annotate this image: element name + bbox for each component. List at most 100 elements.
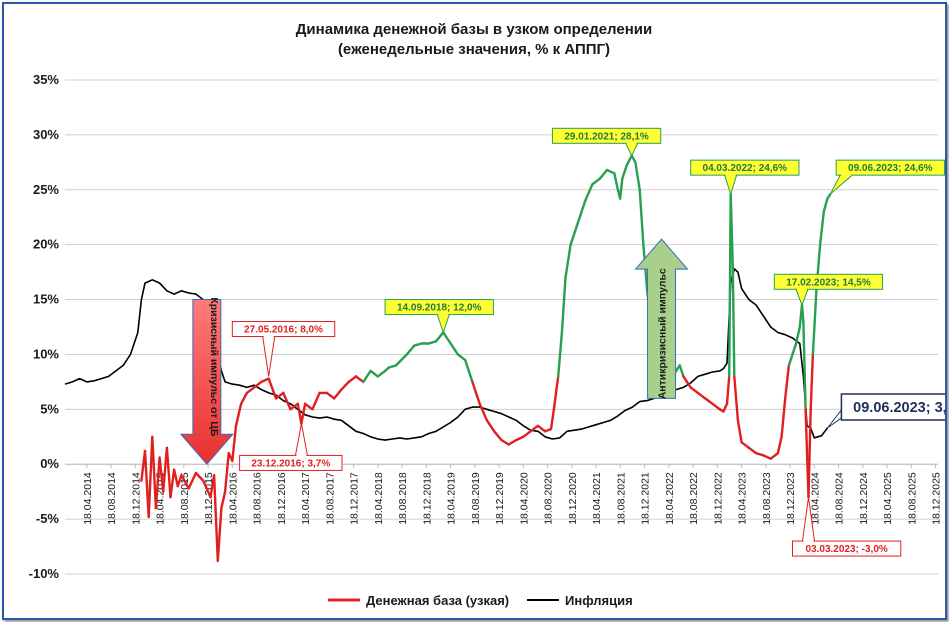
line-chart: Динамика денежной базы в узком определен… <box>29 21 945 608</box>
x-tick-label: 18.08.2017 <box>324 472 336 525</box>
money-base-segment <box>747 446 758 455</box>
money-base-segment <box>529 424 540 433</box>
x-tick-label: 18.08.2022 <box>688 472 700 525</box>
x-tick-label: 18.04.2024 <box>809 472 821 525</box>
money-base-segment <box>711 402 721 411</box>
x-tick-label: 18.04.2014 <box>82 472 94 525</box>
money-base-segment <box>560 276 567 334</box>
callout-pointer <box>624 142 639 157</box>
callout-label-a3: 14.09.2018; 12,0% <box>397 303 482 314</box>
money-base-segment <box>289 402 299 411</box>
callout-label-a8: 03.03.2023; -3,0% <box>806 544 888 555</box>
money-base-segment <box>729 192 734 268</box>
money-base-segment <box>613 172 620 192</box>
money-base-segment <box>762 454 772 460</box>
money-base-segment <box>557 331 564 378</box>
money-base-segment <box>618 177 624 200</box>
money-base-segment <box>552 375 560 411</box>
callout-box <box>690 159 800 176</box>
money-base-segment <box>252 380 263 389</box>
money-base-segment <box>267 377 278 400</box>
x-tick-label: 18.12.2023 <box>785 472 797 525</box>
money-base-segment <box>147 435 154 519</box>
money-base-segment <box>780 397 787 438</box>
money-base-segment <box>274 391 285 400</box>
money-base-segment <box>704 397 714 405</box>
money-base-segment <box>449 342 460 356</box>
annotation-layer: 27.05.2016; 8,0% 23.12.2016; 3,7% 14.09.20… <box>231 127 945 557</box>
money-base-segment <box>564 243 572 279</box>
money-base-segment <box>725 375 731 405</box>
x-tick-label: 18.12.2021 <box>640 472 652 525</box>
x-tick-label: 18.12.2014 <box>130 472 142 525</box>
callout-box <box>835 159 945 176</box>
money-base-segment <box>176 474 183 488</box>
y-axis: 35% 30% 25% 20% 15% 10% 5% 0% -5% -10% <box>29 72 60 581</box>
x-tick-label: 18.08.2024 <box>834 472 846 525</box>
money-base-segment <box>733 375 740 422</box>
callout-box <box>551 127 662 144</box>
legend-label-money-base: Денежная база (узкая) <box>366 593 509 608</box>
money-base-segment <box>369 369 379 378</box>
x-tick-label: 18.12.2020 <box>567 472 579 525</box>
money-base-segment <box>493 430 503 442</box>
money-base-segment <box>151 435 158 510</box>
inflation-callout-box <box>840 393 945 421</box>
money-base-segment <box>514 435 525 442</box>
money-base-segment <box>471 380 478 395</box>
money-base-segment <box>638 188 645 246</box>
y-tick-label: 25% <box>33 182 59 197</box>
money-base-segment <box>231 424 238 463</box>
x-tick-label: 18.12.2025 <box>931 472 943 525</box>
callout-label-a4: 29.01.2021; 28,1% <box>564 131 649 142</box>
y-tick-label: 20% <box>33 237 59 252</box>
money-base-segment <box>809 353 815 411</box>
money-base-segment <box>478 402 489 422</box>
callout-pointer <box>829 174 854 195</box>
inflation-callout-label: 09.06.2023; 3,3% <box>853 400 945 416</box>
x-tick-label: 18.08.2016 <box>252 472 264 525</box>
callout-label-a7: 17.02.2023; 14,5% <box>786 277 871 288</box>
money-base-segment <box>769 452 780 460</box>
money-base-segment <box>260 377 270 384</box>
money-base-segment <box>303 402 314 411</box>
callout-box <box>239 454 343 471</box>
money-base-segment <box>754 452 765 457</box>
money-base-segment <box>536 424 547 433</box>
x-tick-label: 18.12.2018 <box>421 472 433 525</box>
callout-label-a5: 04.03.2022; 24,6% <box>703 163 788 174</box>
money-base-segment <box>791 342 798 356</box>
y-tick-label: 30% <box>33 127 59 142</box>
x-tick-label: 18.04.2020 <box>518 472 530 525</box>
money-base-segment <box>605 168 616 175</box>
y-tick-label: 35% <box>33 72 59 87</box>
money-base-segment <box>522 430 532 438</box>
money-base-segment <box>696 391 707 400</box>
legend: Денежная база (узкая) Инфляция <box>328 593 633 608</box>
x-tick-label: 18.08.2018 <box>397 472 409 525</box>
money-base-segment <box>387 364 398 369</box>
money-base-segment <box>245 386 256 395</box>
money-base-segment <box>689 386 700 395</box>
money-base-segment <box>776 435 783 455</box>
money-base-segment <box>154 456 161 510</box>
money-base-segment <box>634 161 641 192</box>
callout-box <box>792 540 902 557</box>
x-tick-label: 18.08.2021 <box>615 472 627 525</box>
money-base-segment <box>467 369 474 384</box>
money-base-segment <box>394 353 409 367</box>
money-base-segment <box>584 183 594 203</box>
y-tick-label: 15% <box>33 292 59 307</box>
x-tick-label: 18.04.2018 <box>373 472 385 525</box>
callout-label-a1: 27.05.2016; 8,0% <box>244 325 323 336</box>
arrow-anticrisis <box>634 238 689 399</box>
money-base-segment <box>456 353 467 362</box>
money-base-segment <box>569 221 580 246</box>
y-tick-label: -10% <box>29 566 60 581</box>
money-base-segment <box>802 320 807 411</box>
money-base-segment <box>187 471 198 490</box>
x-tick-label: 18.04.2023 <box>737 472 749 525</box>
x-tick-label: 18.04.2022 <box>664 472 676 525</box>
money-base-segment <box>474 391 481 405</box>
